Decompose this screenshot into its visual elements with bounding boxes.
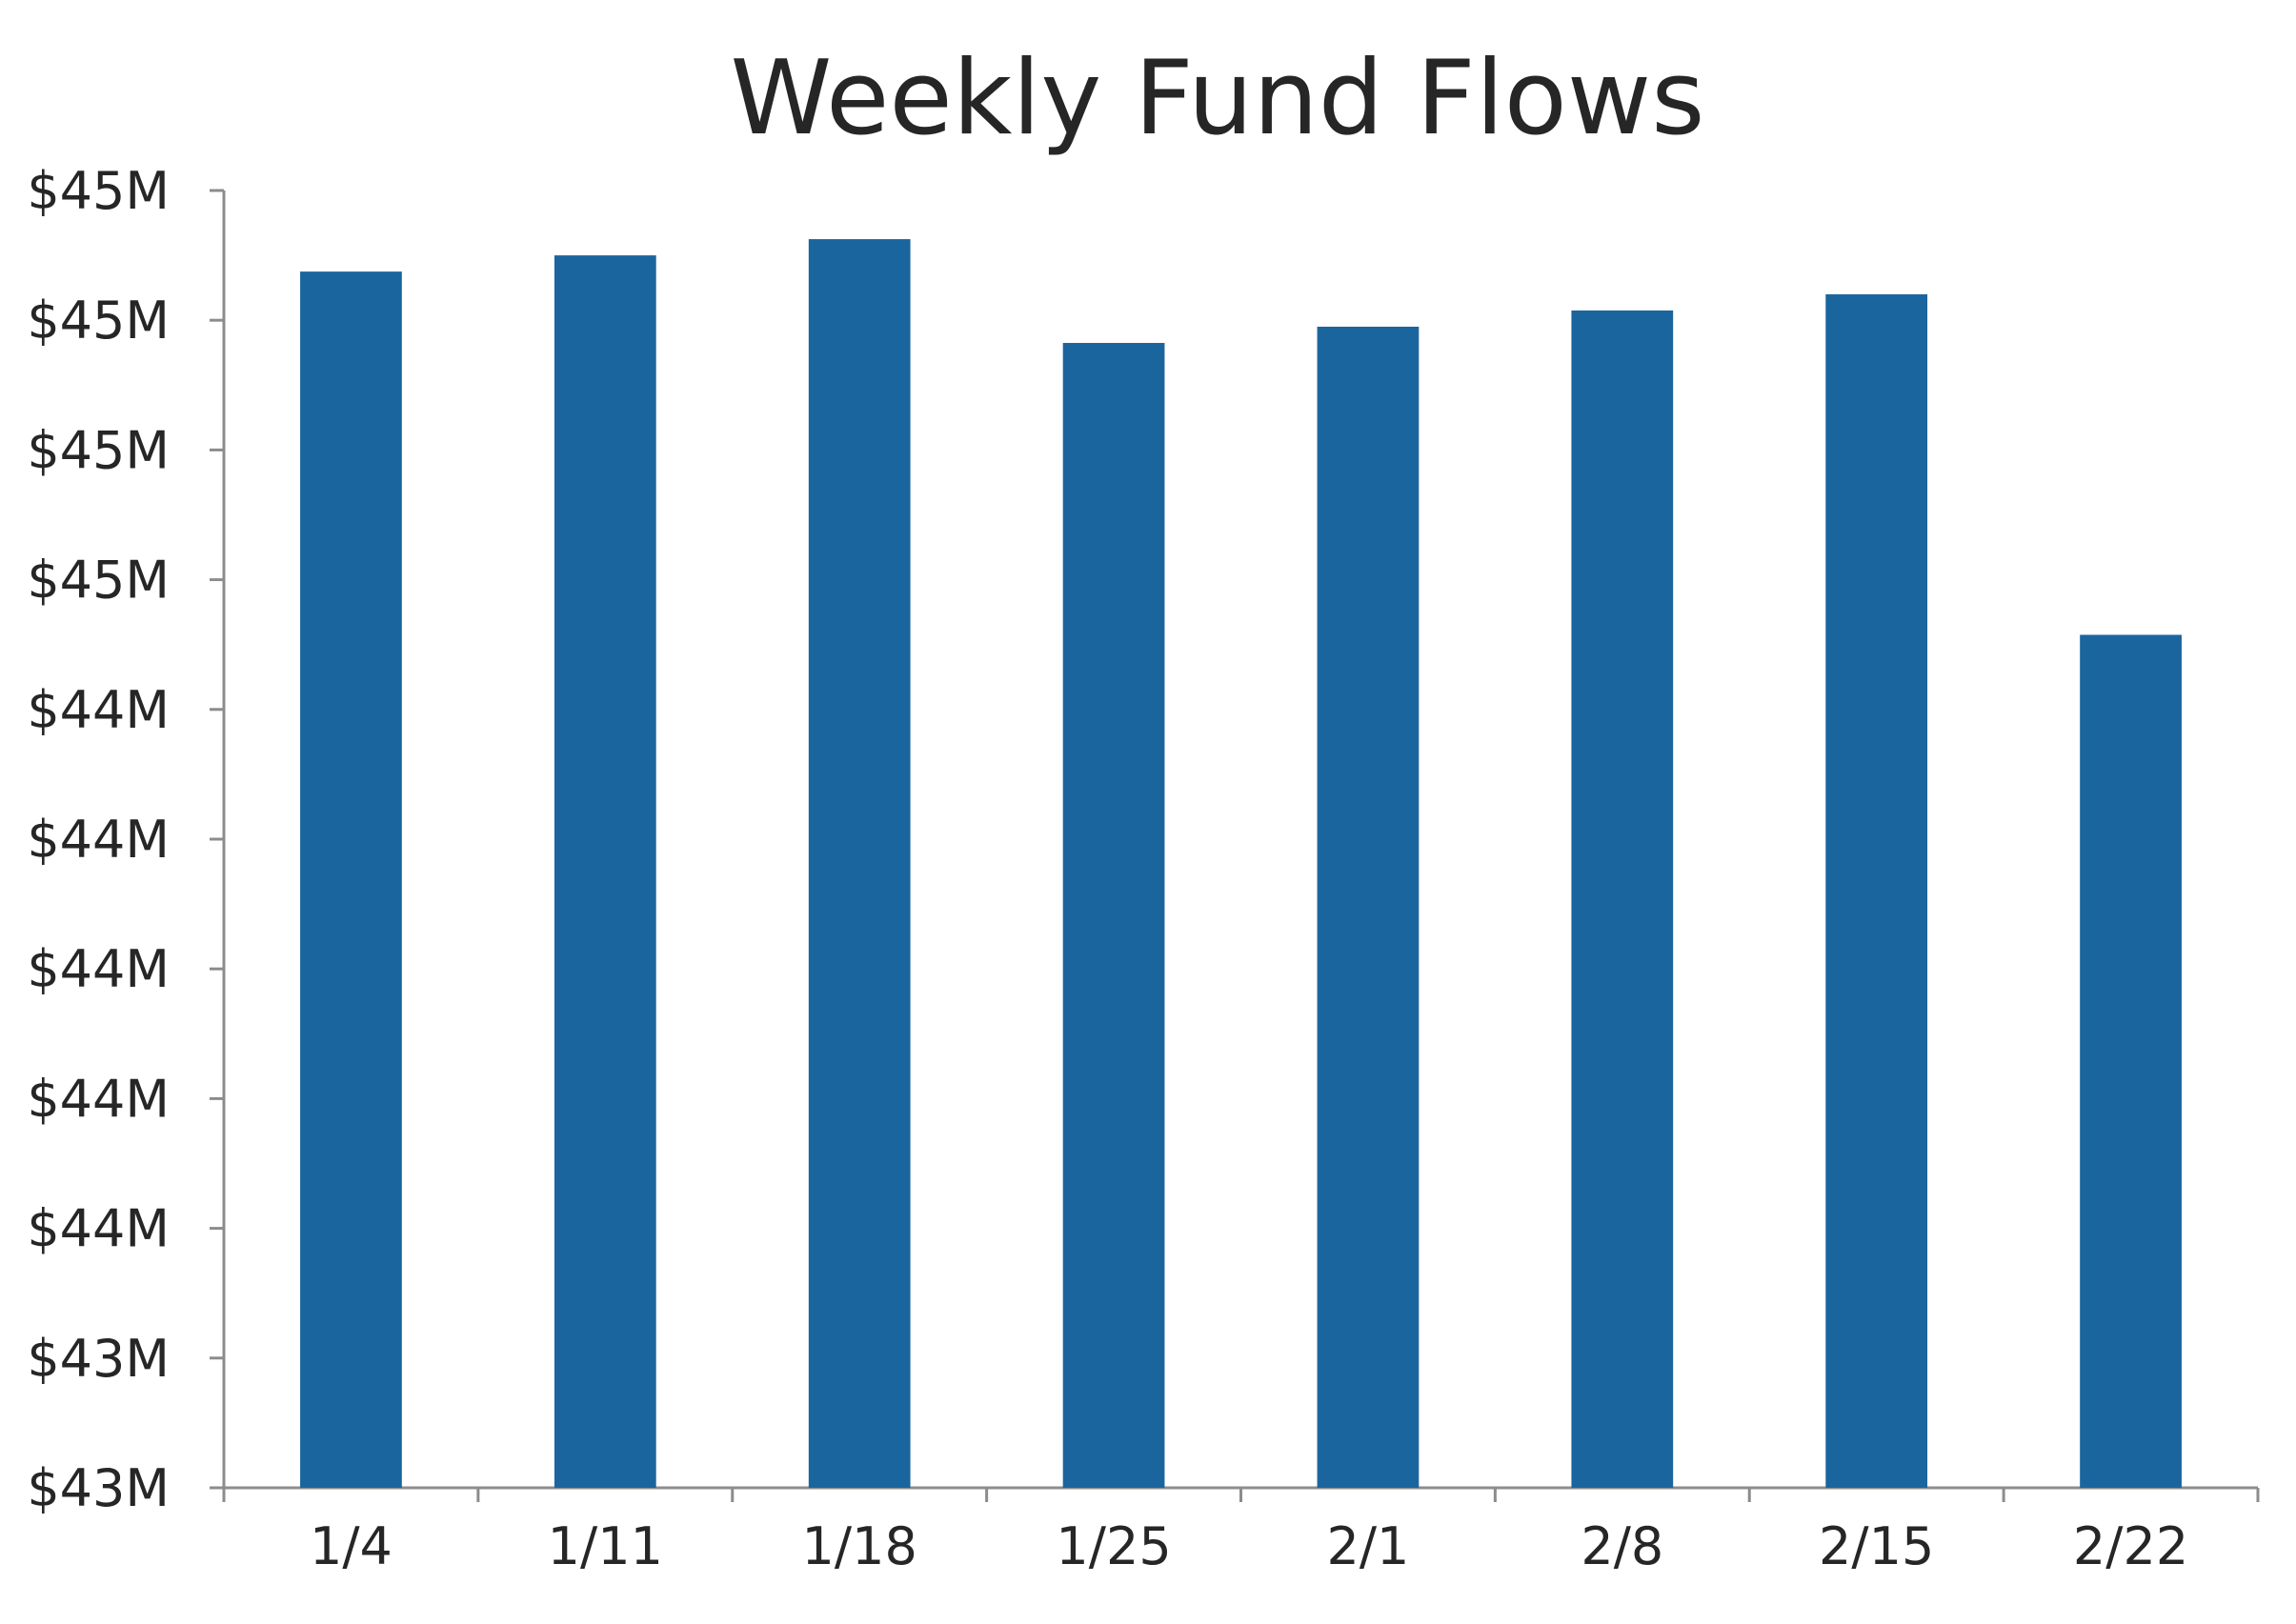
bar — [808, 239, 911, 1489]
bar — [300, 271, 402, 1488]
x-tick-label: 1/25 — [1056, 1516, 1171, 1576]
bar — [1062, 343, 1165, 1488]
y-tick-label: $45M — [27, 291, 170, 351]
y-tick-label: $44M — [27, 939, 170, 999]
chart-title: Weekly Fund Flows — [731, 39, 1705, 158]
x-tick-label: 2/8 — [1581, 1516, 1663, 1576]
x-tick-label: 1/11 — [548, 1516, 663, 1576]
y-tick-label: $45M — [27, 551, 170, 611]
x-tick-label: 2/15 — [1819, 1516, 1934, 1576]
y-axis: $43M $43M $44M $44M $44M $44M $44M $45M $45M $45M… — [27, 161, 226, 1518]
bar — [1825, 293, 1928, 1489]
y-tick-label: $45M — [27, 161, 170, 221]
y-tick-label: $44M — [27, 1199, 170, 1259]
y-tick-label: $44M — [27, 810, 170, 870]
y-tick-label: $45M — [27, 420, 170, 480]
x-tick-label: 1/4 — [310, 1516, 393, 1576]
x-tick-label: 2/22 — [2073, 1516, 2188, 1576]
x-tick-label: 1/18 — [802, 1516, 917, 1576]
bar — [1571, 310, 1674, 1488]
bar-series — [300, 239, 2182, 1489]
bar — [554, 255, 656, 1489]
x-tick-label: 2/1 — [1326, 1516, 1409, 1576]
x-axis: 1/4 1/11 1/18 1/25 2/1 2/8 2/15 2/22 — [222, 1486, 2260, 1576]
y-tick-label: $44M — [27, 680, 170, 740]
bar — [2080, 634, 2182, 1488]
y-tick-label: $43M — [27, 1329, 170, 1389]
y-tick-label: $44M — [27, 1069, 170, 1129]
bar — [1317, 327, 1420, 1488]
y-tick-label: $43M — [27, 1458, 170, 1518]
